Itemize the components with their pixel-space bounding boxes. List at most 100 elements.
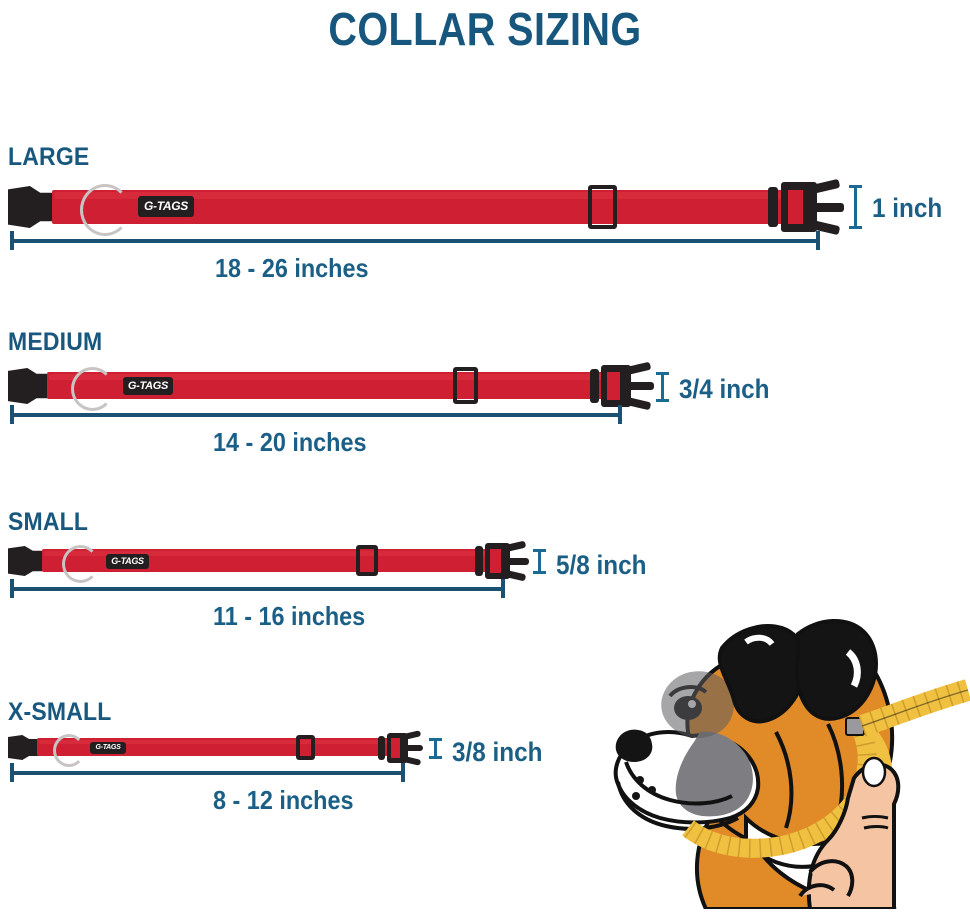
dog-nose [615, 729, 653, 762]
length-label-medium: 14 - 20 inches [213, 427, 367, 457]
length-label-large: 18 - 26 inches [215, 253, 369, 283]
buckle-male-icon-large [768, 178, 846, 236]
buckle-prong-middle [627, 382, 654, 390]
d-ring-icon-medium [71, 367, 114, 411]
page-title: COLLAR SIZING [328, 3, 642, 55]
folded-finger [808, 859, 855, 898]
width-label-large: 1 inch [872, 193, 943, 223]
buckle-prong-top [626, 361, 652, 375]
buckle-prong-middle [812, 203, 844, 212]
d-ring-icon-small [62, 545, 99, 583]
whisker-dot [636, 776, 644, 784]
measuring-tape-tail-edge [861, 689, 969, 727]
size-label-large: LARGE [8, 143, 90, 171]
width-label-xsmall: 3/8 inch [452, 737, 543, 767]
length-label-xsmall: 8 - 12 inches [213, 785, 354, 815]
whisker-dot [648, 786, 656, 794]
length-cap-right-large [816, 231, 820, 250]
size-row-xsmall: X-SMALL G-TAGS 3/8 inch 8 - 12 inches [0, 695, 970, 820]
collar-tag-small: G-TAGS [106, 554, 149, 569]
size-label-small: SMALL [8, 508, 89, 536]
buckle-male-window [391, 738, 400, 758]
collar-tag-large: G-TAGS [138, 196, 194, 217]
length-cap-right-xsmall [401, 763, 405, 782]
buckle-male-tab [590, 369, 599, 403]
length-cap-left-xsmall [10, 763, 14, 782]
slider-loop-xsmall [296, 735, 315, 760]
length-cap-left-large [10, 231, 14, 250]
size-row-medium: MEDIUM G-TAGS 3/4 inch 14 - 20 inches [0, 325, 970, 460]
slider-loop-small [356, 545, 378, 576]
buckle-prong-bottom [505, 570, 527, 582]
dog-ear-highlight [744, 634, 775, 647]
size-row-large: LARGE G-TAGS 1 inch 18 - 26 inches [0, 140, 970, 285]
length-line-medium [10, 413, 622, 417]
knuckle-crease [861, 815, 889, 820]
collar-strap-small [42, 549, 498, 572]
width-label-medium: 3/4 inch [679, 374, 770, 404]
collar-strap-xsmall [37, 738, 397, 756]
size-row-small: SMALL G-TAGS 5/8 inch 11 - 16 inches [0, 505, 970, 635]
length-line-xsmall [10, 771, 405, 775]
dog-head-contour [774, 731, 794, 829]
length-cap-left-small [10, 579, 14, 598]
slider-loop-medium [453, 367, 478, 404]
buckle-male-icon-medium [590, 361, 656, 411]
length-cap-right-small [501, 579, 505, 598]
strap-highlight-xsmall [39, 740, 395, 744]
collar-graphic-large: G-TAGS [8, 178, 844, 236]
length-cap-left-medium [10, 405, 14, 424]
buckle-female-icon-xsmall [8, 735, 42, 760]
buckle-prong-top [810, 178, 841, 194]
width-label-small: 5/8 inch [556, 550, 647, 580]
buckle-female-icon-medium [8, 368, 54, 404]
buckle-male-tab [475, 546, 483, 576]
collar-tag-medium: G-TAGS [123, 377, 173, 395]
buckle-prong-bottom [626, 397, 652, 411]
buckle-male-icon-xsmall [378, 730, 426, 766]
dog-ear-back-highlight [845, 649, 861, 688]
buckle-male-tab [378, 736, 385, 760]
d-ring-icon-large [80, 184, 130, 236]
buckle-male-window [788, 190, 803, 224]
collar-graphic-small: G-TAGS [8, 540, 531, 583]
fingernail [861, 756, 887, 788]
buckle-female-icon-small [8, 546, 48, 576]
whisker-dot [632, 792, 640, 800]
collar-graphic-xsmall: G-TAGS [8, 730, 428, 767]
buckle-prong-top [505, 540, 527, 552]
length-cap-right-medium [618, 405, 622, 424]
size-label-medium: MEDIUM [8, 328, 103, 356]
d-ring-icon-xsmall [53, 734, 85, 767]
collar-graphic-medium: G-TAGS [8, 361, 654, 411]
width-indicator-medium [655, 369, 669, 405]
buckle-female-icon-large [8, 186, 60, 228]
buckle-male-tab [768, 187, 778, 227]
strap-highlight-medium [49, 374, 615, 380]
folded-finger [798, 883, 836, 898]
knuckle-crease [863, 825, 889, 830]
strap-highlight-small [44, 551, 496, 556]
dog-jowl-line [616, 781, 739, 831]
length-line-large [10, 239, 820, 243]
size-label-xsmall: X-SMALL [8, 698, 112, 726]
length-label-small: 11 - 16 inches [213, 601, 366, 631]
buckle-prong-middle [404, 745, 423, 751]
buckle-prong-top [403, 730, 422, 740]
dog-muzzle-mask [675, 731, 753, 817]
collar-tag-xsmall: G-TAGS [90, 742, 126, 754]
buckle-male-window [607, 372, 620, 400]
strap-highlight-large [54, 192, 800, 199]
buckle-prong-middle [506, 558, 529, 565]
buckle-prong-bottom [403, 756, 422, 766]
buckle-male-icon-small [475, 540, 531, 582]
dog-ear-back [794, 618, 878, 721]
width-indicator-xsmall [428, 736, 442, 762]
width-indicator-small [532, 547, 546, 577]
dog-eye-patch [661, 671, 734, 738]
dog-measurement-illustration [596, 612, 970, 911]
length-line-small [10, 587, 505, 591]
buckle-male-window [490, 549, 501, 573]
slider-loop-large [588, 185, 617, 229]
dog-ear-front [717, 624, 807, 724]
